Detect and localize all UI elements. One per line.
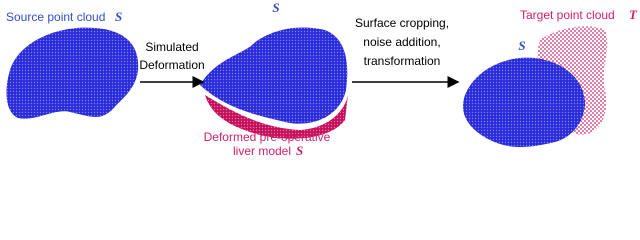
source-symbol: S (115, 9, 122, 24)
step-text: transformation (364, 54, 441, 68)
moved-symbol: S (518, 38, 525, 53)
target-symbol: T (629, 7, 638, 22)
deformed-cloud-blue (200, 27, 348, 124)
step-text: Simulated (145, 40, 198, 54)
source-cloud-moved (462, 57, 585, 147)
source-cloud (6, 27, 139, 119)
step-text: Deformation (139, 58, 204, 72)
deformed-label-symbol: S (296, 143, 303, 158)
deformed-symbol: S (272, 0, 279, 15)
deformed-label: Deformed pre-operative (204, 130, 331, 144)
source-label: Source point cloud (6, 10, 105, 24)
deformed-cloud-red (205, 95, 348, 139)
target-label: Target point cloud (520, 8, 615, 22)
step-text: Surface cropping, (355, 16, 449, 30)
step-text: noise addition, (363, 35, 440, 49)
deformed-label: liver model (233, 144, 291, 158)
figure: Source point cloud S S Simulated Deforma… (6, 0, 638, 158)
